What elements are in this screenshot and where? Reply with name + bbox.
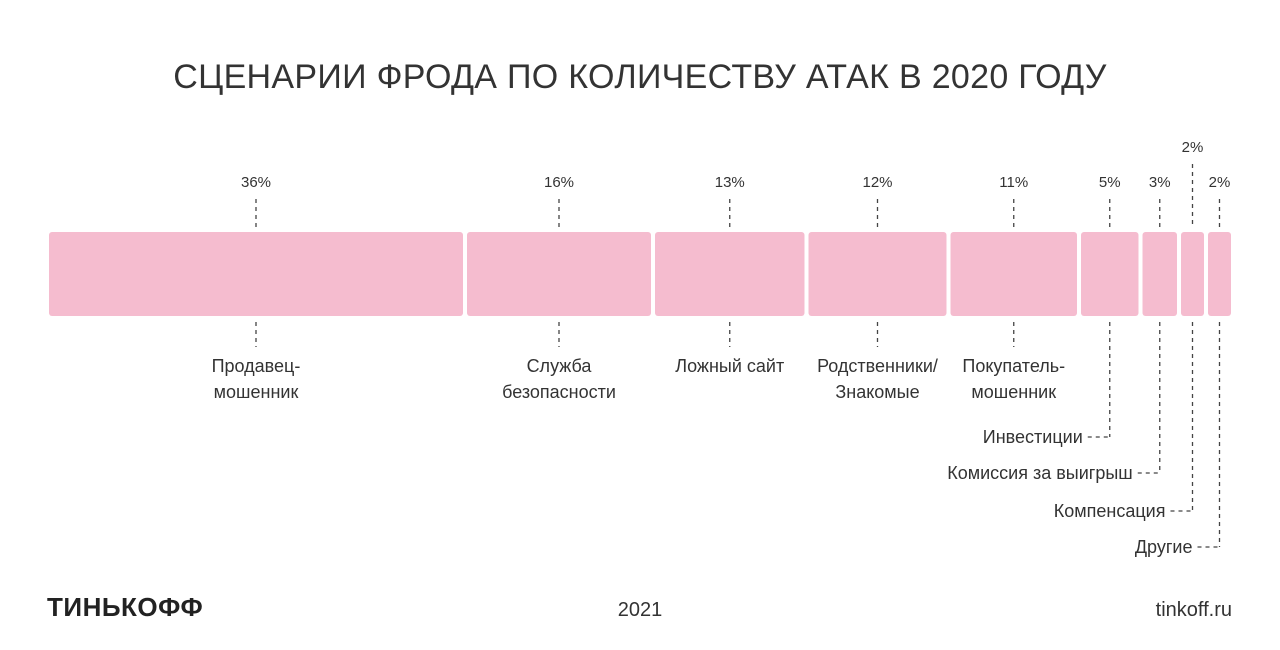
footer-year: 2021	[617, 599, 663, 621]
bar-segment	[49, 232, 463, 316]
category-label: мошенник	[971, 382, 1056, 402]
value-label: 2%	[1182, 139, 1204, 156]
category-label: Комиссия за выигрыш	[947, 463, 1133, 483]
category-label: Продавец-	[212, 356, 301, 376]
bar-segment	[1208, 232, 1231, 316]
value-label: 12%	[862, 174, 892, 191]
stacked-bar-chart: 36% Продавец-мошенник 16% Служба безопасност…	[49, 139, 1231, 557]
chart-title: СЦЕНАРИИ ФРОДА ПО КОЛИЧЕСТВУ АТАК В 2020…	[173, 58, 1107, 96]
category-label: Другие	[1135, 537, 1193, 557]
bar-segment	[950, 232, 1077, 316]
category-label: Покупатель-	[962, 356, 1065, 376]
category-label: Родственники/	[817, 356, 938, 376]
value-label: 11%	[999, 174, 1028, 191]
value-label: 36%	[241, 174, 271, 191]
value-label: 13%	[715, 174, 745, 191]
value-label: 3%	[1149, 174, 1171, 191]
brand-logo: ТИНЬКОФФ	[47, 592, 204, 622]
bar-segment	[467, 232, 651, 316]
footer-site-link[interactable]: tinkoff.ru	[1155, 599, 1232, 621]
category-label: безопасности	[502, 382, 616, 402]
bar-segment	[1142, 232, 1177, 316]
value-label: 16%	[544, 174, 574, 191]
category-label: мошенник	[214, 382, 299, 402]
value-label: 2%	[1209, 174, 1231, 191]
category-label: Служба	[527, 356, 593, 376]
bar-segment	[655, 232, 805, 316]
category-label: Ложный сайт	[675, 356, 784, 376]
bar-segment	[1181, 232, 1204, 316]
value-label: 5%	[1099, 174, 1121, 191]
category-label: Компенсация	[1054, 501, 1166, 521]
category-label: Инвестиции	[983, 427, 1083, 447]
bar-segment	[1081, 232, 1139, 316]
category-label: Знакомые	[835, 382, 919, 402]
bar-segment	[808, 232, 947, 316]
